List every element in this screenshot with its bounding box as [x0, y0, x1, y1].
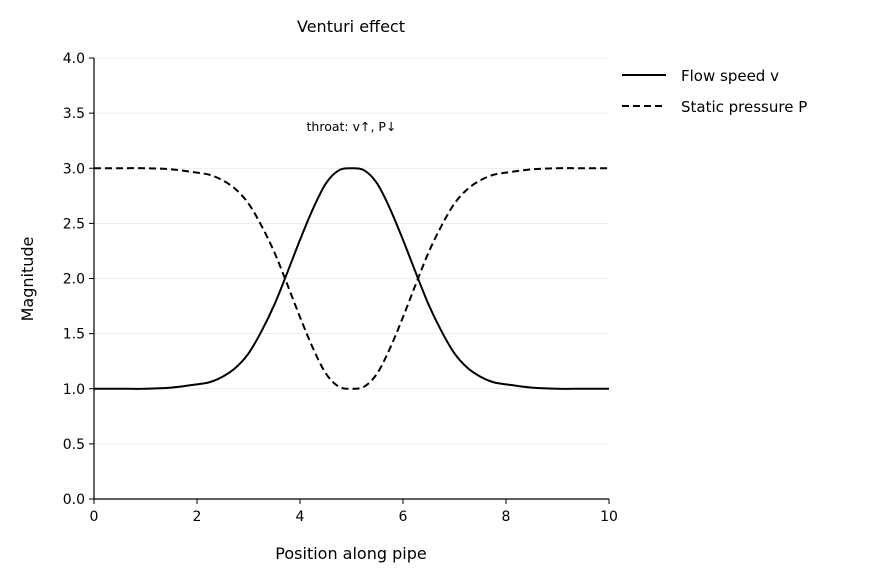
y-tick-label: 0.5 — [63, 437, 85, 453]
y-tick-label: 0.0 — [63, 492, 85, 508]
y-tick-label: 2.5 — [63, 216, 85, 232]
x-tick-label: 0 — [90, 509, 99, 525]
throat-annotation: throat: v↑, P↓ — [307, 119, 397, 134]
y-tick-label: 1.0 — [63, 382, 85, 398]
x-tick-label: 6 — [399, 509, 408, 525]
legend: Flow speed v Static pressure P — [622, 67, 807, 116]
x-tick-label: 10 — [600, 509, 618, 525]
y-tick-label: 1.5 — [63, 327, 85, 343]
series-line-flow-speed — [94, 167, 609, 390]
x-tick-label: 4 — [296, 509, 305, 525]
y-tick-label: 4.0 — [63, 51, 85, 67]
series-lines — [94, 167, 609, 390]
tick-marks: 0.0 0.5 1.0 1.5 2.0 2.5 3.0 3.5 4.0 0 2 4 6 8 10 — [63, 51, 618, 525]
y-tick-label: 2.0 — [63, 272, 85, 288]
x-tick-label: 2 — [193, 509, 202, 525]
x-axis-label: Position along pipe — [275, 544, 426, 563]
y-tick-label: 3.5 — [63, 106, 85, 122]
legend-label-flow-speed: Flow speed v — [681, 67, 779, 85]
y-tick-label: 3.0 — [63, 161, 85, 177]
y-axis-label: Magnitude — [18, 237, 37, 322]
x-tick-label: 8 — [502, 509, 511, 525]
legend-label-static-pressure: Static pressure P — [681, 98, 807, 116]
chart-title: Venturi effect — [297, 17, 405, 36]
gridlines — [94, 57, 609, 500]
